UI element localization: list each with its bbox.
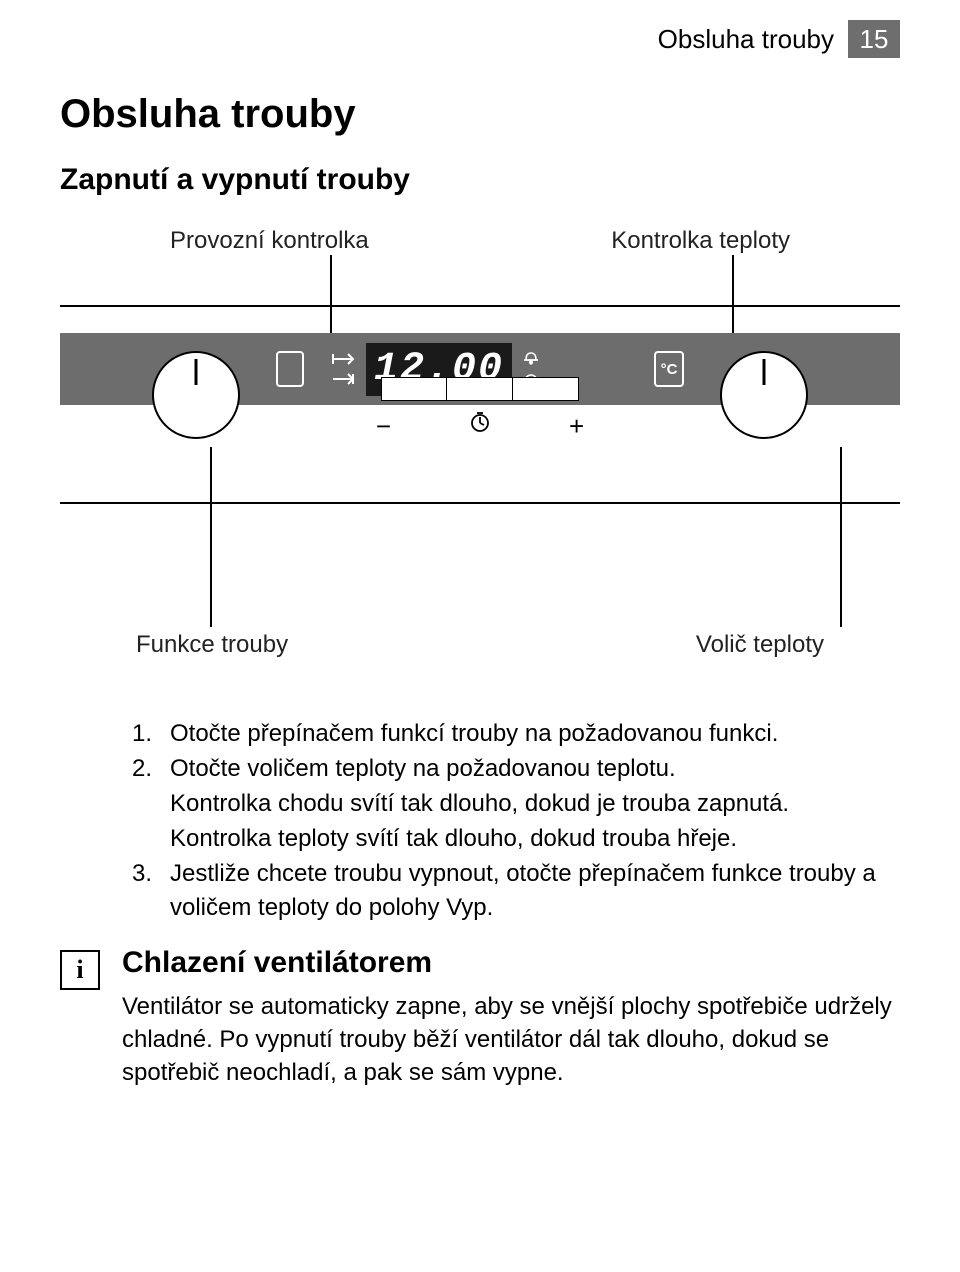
- temperature-indicator-icon: °C: [654, 351, 684, 387]
- instruction-list: 1.Otočte přepínačem funkcí trouby na pož…: [60, 717, 900, 924]
- label-funkce-trouby: Funkce trouby: [136, 631, 288, 659]
- panel: 12.00 °C − +: [60, 305, 900, 504]
- clock-small-icon: [469, 411, 491, 433]
- list-item: 3.Jestliže chcete troubu vypnout, otočte…: [170, 857, 900, 923]
- knob-marker: [195, 359, 198, 385]
- page-number: 15: [848, 20, 900, 58]
- info-body-text: Ventilátor se automaticky zapne, aby se …: [122, 990, 900, 1089]
- list-item: 2.Otočte voličem teploty na požadovanou …: [170, 752, 900, 785]
- plus-button: [513, 377, 579, 401]
- duration-arrows-icon: [330, 352, 356, 386]
- list-item: 1.Otočte přepínačem funkcí trouby na pož…: [170, 717, 900, 750]
- label-volic-teploty: Volič teploty: [696, 631, 824, 659]
- function-knob: [152, 351, 240, 439]
- minus-icon: −: [376, 411, 391, 442]
- page-header: Obsluha trouby 15: [60, 20, 900, 58]
- label-kontrolka-teploty: Kontrolka teploty: [611, 227, 790, 255]
- bell-icon: [522, 349, 540, 365]
- info-note: i Chlazení ventilátorem Ventilátor se au…: [60, 946, 900, 1089]
- heading-2: Zapnutí a vypnutí trouby: [60, 163, 900, 197]
- temperature-knob: [720, 351, 808, 439]
- button-row: [381, 377, 579, 401]
- control-panel-diagram: Provozní kontrolka Kontrolka teploty 12.…: [60, 227, 900, 687]
- plus-icon: +: [569, 411, 584, 442]
- knob-marker: [763, 359, 766, 385]
- info-icon: i: [60, 950, 100, 990]
- panel-strip: 12.00 °C: [60, 333, 900, 405]
- list-item: Kontrolka chodu svítí tak dlouho, dokud …: [170, 787, 900, 820]
- indicator-light-icon: [276, 351, 304, 387]
- heading-1: Obsluha trouby: [60, 92, 900, 137]
- label-provozni-kontrolka: Provozní kontrolka: [170, 227, 369, 255]
- panel-outline-bottom: [60, 502, 900, 504]
- panel-outline-top: [60, 305, 900, 307]
- minus-button: [381, 377, 447, 401]
- clock-button: [447, 377, 513, 401]
- info-title: Chlazení ventilátorem: [122, 946, 900, 980]
- list-item: Kontrolka teploty svítí tak dlouho, doku…: [170, 822, 900, 855]
- header-section-title: Obsluha trouby: [658, 24, 834, 55]
